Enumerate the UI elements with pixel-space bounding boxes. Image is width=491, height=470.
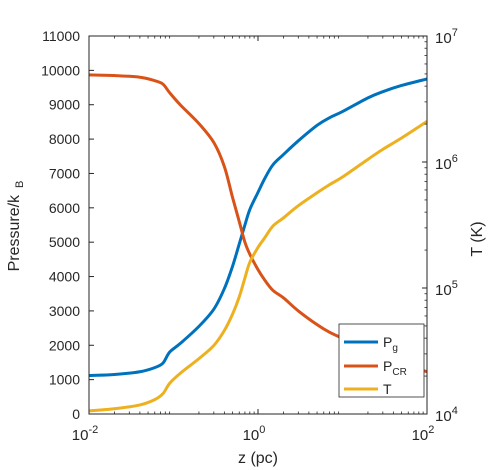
y-left-tick-label: 11000 — [42, 28, 80, 44]
legend-label-0: Pg — [383, 334, 398, 354]
y-left-tick-label: 4000 — [49, 269, 80, 285]
y-right-tick-label-exponent: 7 — [452, 27, 458, 39]
y-right-tick-label-exponent: 4 — [452, 405, 458, 417]
y-right-tick-label-base: 10 — [435, 282, 452, 299]
x-tick-label-base: 10 — [72, 427, 89, 444]
x-tick-label-base: 10 — [412, 427, 429, 444]
y-left-axis-label-main: Pressure/k — [6, 194, 23, 271]
y-left-axis-label-sub: B — [14, 181, 26, 188]
x-tick-label-exponent: 0 — [259, 424, 265, 436]
legend-label-subscript: g — [392, 343, 398, 354]
y-right-axis-label: T (K) — [469, 221, 486, 256]
legend-box — [338, 323, 425, 398]
x-tick-label-base: 10 — [243, 427, 260, 444]
y-left-tick-label: 1000 — [49, 372, 80, 388]
legend-label-name: T — [383, 381, 392, 397]
y-left-tick-label: 3000 — [49, 303, 80, 319]
y-left-axis-label: Pressure/k B — [6, 181, 26, 272]
x-tick-label: 100 — [243, 424, 266, 444]
y-left-tick-label: 8000 — [49, 131, 80, 147]
legend-label-subscript: CR — [392, 367, 406, 378]
x-tick-label: 10-2 — [72, 424, 98, 444]
y-left-tick-label: 10000 — [41, 62, 80, 78]
y-right-tick-label: 106 — [435, 153, 458, 173]
y-right-tick-label-exponent: 6 — [452, 153, 458, 165]
y-right-tick-label-base: 10 — [435, 156, 452, 173]
y-left-axis-ticks: 0 1000 2000 3000 4000 5000 6000 7000 8000 9000 100… — [41, 28, 94, 422]
x-tick-label-exponent: 2 — [428, 424, 434, 436]
y-left-tick-label: 0 — [72, 406, 80, 422]
legend-label-2: T — [383, 381, 392, 397]
y-left-tick-label: 9000 — [49, 97, 80, 113]
y-right-tick-label: 105 — [435, 279, 458, 299]
y-right-tick-label-base: 10 — [435, 408, 452, 425]
legend-label-name: P — [383, 334, 392, 350]
y-left-tick-label: 2000 — [49, 337, 80, 353]
series-line-0 — [88, 77, 428, 378]
series-line-2 — [88, 120, 428, 413]
x-axis-label: z (pc) — [238, 450, 278, 467]
legend-label-1: PCR — [383, 358, 407, 378]
y-left-tick-label: 6000 — [49, 200, 80, 216]
y-right-tick-label: 107 — [435, 27, 458, 47]
y-left-tick-label: 7000 — [49, 165, 80, 181]
x-axis-ticks: 10-2 100 102 — [72, 36, 435, 444]
legend-label-name: P — [383, 358, 392, 374]
x-tick-label-exponent: -2 — [88, 424, 98, 436]
y-right-tick-label-base: 10 — [435, 30, 452, 47]
y-left-tick-label: 5000 — [49, 234, 80, 250]
y-right-tick-label: 104 — [435, 405, 458, 425]
x-tick-label: 102 — [412, 424, 435, 444]
y-right-tick-label-exponent: 5 — [452, 279, 458, 291]
